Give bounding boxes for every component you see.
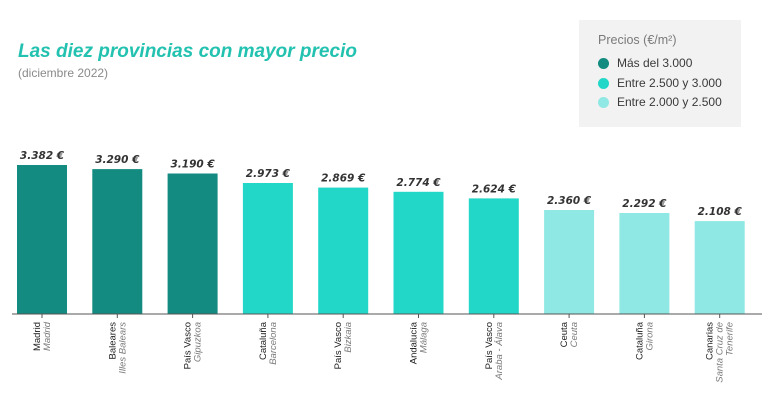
bar-8 [619,213,670,314]
value-label-1: 3.290 € [95,154,140,166]
bar-4 [318,187,369,314]
category-province-6: Araba - Álava [494,322,505,381]
category-province-9: Tenerife [725,322,736,356]
category-region-8: Cataluña [634,321,645,360]
value-label-9: 2.108 € [698,206,743,218]
category-province-3: Barcelona [268,322,279,365]
bar-1 [92,169,143,314]
bar-3 [242,183,293,314]
value-label-3: 2.973 € [246,168,291,180]
category-province-2: Gipuzkoa [193,322,204,362]
category-province-4: Bizkaia [343,322,354,353]
legend-swatch-low [598,96,609,108]
legend-swatch-mid [598,77,609,89]
value-label-8: 2.292 € [622,198,667,210]
legend-item-low: Entre 2.000 y 2.500 [598,94,722,110]
bar-5 [393,191,444,314]
bar-9 [694,221,745,314]
bar-6 [468,198,519,314]
bar-0 [17,165,67,314]
category-region-3: Cataluña [258,321,269,360]
bar-7 [544,210,595,314]
legend: Precios (€/m²) Más del 3.000 Entre 2.500… [579,20,741,127]
value-label-0: 3.382 € [20,150,65,162]
legend-label-high: Más del 3.000 [617,56,693,70]
category-region-9: Canarias [705,322,716,360]
legend-title: Precios (€/m²) [598,33,677,47]
chart-title: Las diez provincias con mayor precio [18,41,357,62]
category-region-6: País Vasco [484,322,495,369]
category-region-1: Baleares [107,322,118,360]
legend-swatch-high [598,57,609,69]
value-label-4: 2.869 € [321,173,366,185]
category-province-8: Girona [644,322,655,351]
category-province-0: Madrid [42,321,53,351]
category-province-1: Illes Balears [117,322,128,374]
value-label-5: 2.774 € [396,177,441,189]
category-region-2: País Vasco [183,322,194,369]
category-region-0: Madrid [32,322,43,351]
category-province-9: Santa Cruz de [715,322,726,383]
legend-item-mid: Entre 2.500 y 3.000 [598,75,722,91]
legend-label-mid: Entre 2.500 y 3.000 [617,76,722,90]
category-region-5: Andalucía [409,321,420,364]
legend-item-high: Más del 3.000 [598,55,692,71]
category-region-7: Ceuta [559,321,570,347]
value-label-2: 3.190 € [171,159,216,171]
category-province-7: Ceuta [569,322,580,347]
chart-subtitle: (diciembre 2022) [18,66,109,80]
bar-2 [167,173,218,314]
category-province-5: Málaga [419,322,430,353]
category-region-4: País Vasco [333,322,344,369]
value-label-6: 2.624 € [472,183,517,195]
value-label-7: 2.360 € [547,195,592,207]
legend-label-low: Entre 2.000 y 2.500 [617,95,722,109]
